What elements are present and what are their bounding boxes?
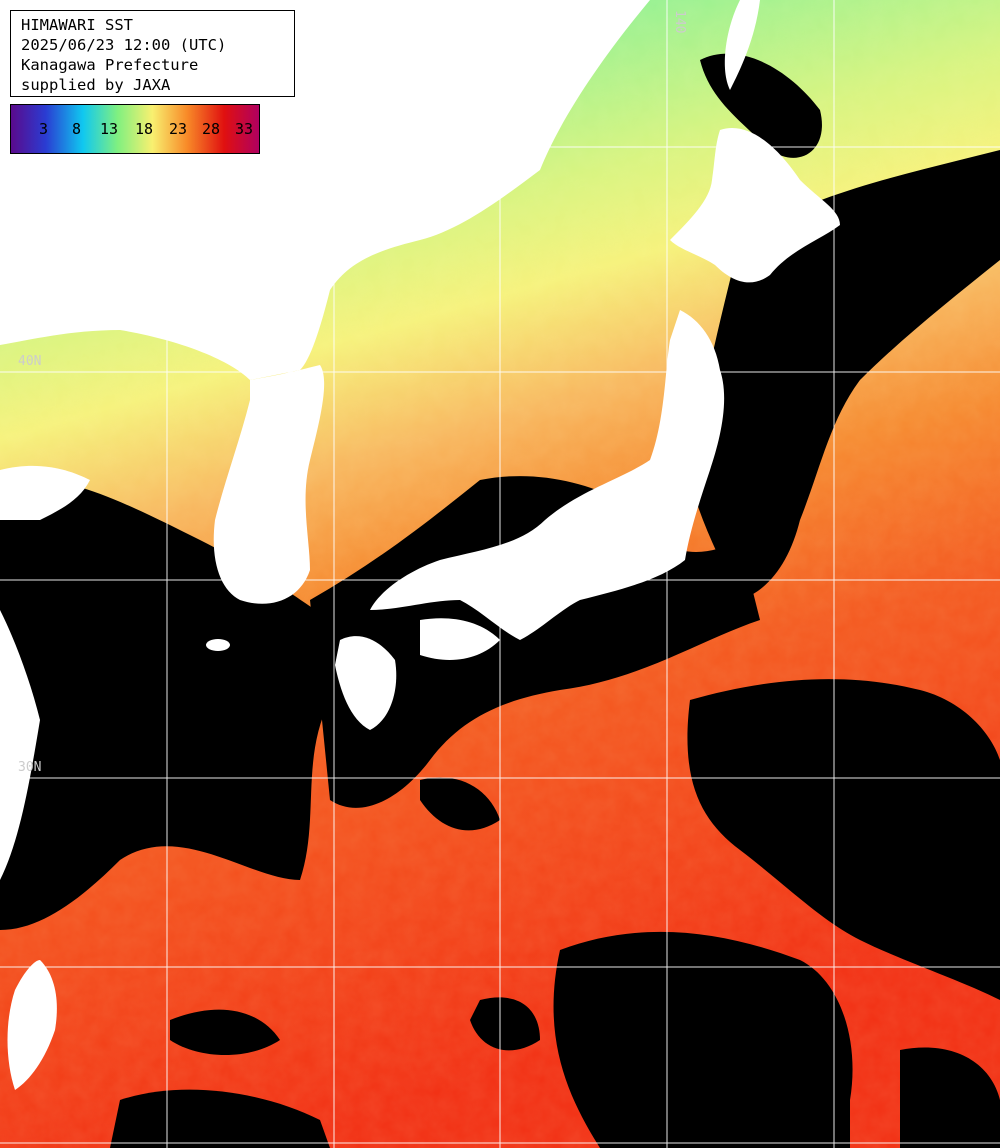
land-korea bbox=[213, 365, 325, 604]
timestamp: 2025/06/23 12:00 (UTC) bbox=[21, 36, 227, 54]
product-title: HIMAWARI SST bbox=[21, 16, 133, 34]
info-box: HIMAWARI SST 2025/06/23 12:00 (UTC) Kana… bbox=[10, 10, 295, 97]
legend-tick-23: 23 bbox=[169, 120, 188, 138]
land-shikoku bbox=[420, 618, 500, 660]
legend-tick-18: 18 bbox=[135, 120, 154, 138]
land-taiwan bbox=[7, 960, 57, 1090]
region-name: Kanagawa Prefecture bbox=[21, 56, 199, 74]
land-kyushu bbox=[335, 636, 397, 730]
land-jeju bbox=[206, 639, 230, 651]
land-island-north bbox=[400, 126, 424, 154]
legend-tick-13: 13 bbox=[100, 120, 119, 138]
land-china bbox=[0, 465, 90, 520]
data-source: supplied by JAXA bbox=[21, 76, 171, 94]
land-sakhalin bbox=[724, 0, 760, 90]
grid-label-40n: 40N bbox=[18, 354, 42, 369]
legend-tick-28: 28 bbox=[202, 120, 221, 138]
land-honshu bbox=[370, 310, 725, 640]
grid-label-30n: 30N bbox=[18, 760, 42, 775]
land-china-south bbox=[0, 610, 40, 880]
legend-tick-3: 3 bbox=[39, 120, 49, 138]
temperature-legend: 3 8 13 18 23 28 33 bbox=[10, 104, 260, 154]
legend-tick-33: 33 bbox=[235, 120, 254, 138]
land-hokkaido bbox=[670, 128, 840, 283]
legend-tick-8: 8 bbox=[72, 120, 82, 138]
grid-label-140e: 140 bbox=[672, 10, 687, 34]
